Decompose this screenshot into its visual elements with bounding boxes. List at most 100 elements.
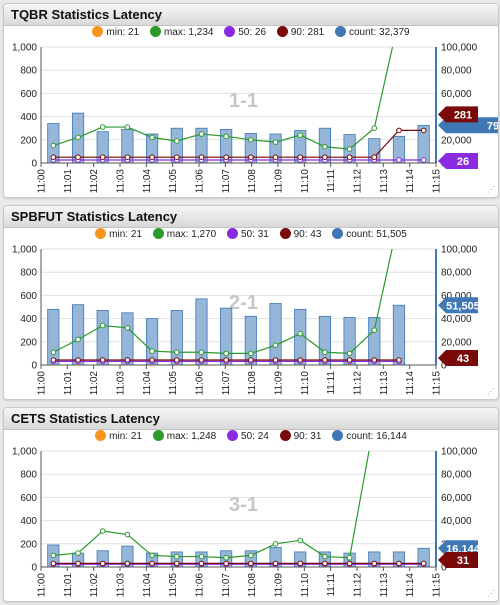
p90-flag bbox=[438, 552, 478, 568]
p90-series-point bbox=[173, 357, 180, 363]
p90-series-point bbox=[173, 154, 180, 160]
max-series-point bbox=[223, 350, 229, 357]
count-bar bbox=[195, 298, 208, 365]
count-bar bbox=[121, 312, 134, 365]
x-tick-label: 11:12 bbox=[353, 169, 364, 194]
x-tick-label: 11:10 bbox=[300, 169, 311, 194]
legend-label: 90: 31 bbox=[293, 431, 322, 442]
count-bar bbox=[269, 303, 282, 365]
max-series-point bbox=[346, 350, 353, 357]
max-series-point bbox=[50, 142, 57, 149]
y2-tick-label: 0 bbox=[441, 361, 447, 372]
p50-series-point bbox=[420, 157, 427, 163]
max-series-point bbox=[75, 336, 81, 343]
max-series-point bbox=[75, 550, 81, 556]
legend-item-p50[interactable]: 50: 24 bbox=[227, 430, 269, 442]
count-bar bbox=[294, 308, 307, 365]
x-tick-label: 11:03 bbox=[116, 573, 127, 598]
legend-label: min: 21 bbox=[109, 431, 142, 442]
p90-series-point bbox=[99, 154, 106, 160]
legend-item-p90[interactable]: 90: 31 bbox=[279, 430, 322, 442]
y-tick-label: 0 bbox=[31, 361, 37, 372]
panel-titlebar: CETS Statistics Latency bbox=[4, 408, 498, 430]
x-tick-label: 11:15 bbox=[432, 573, 443, 598]
resize-handle-icon[interactable]: ⋰ bbox=[487, 589, 495, 598]
legend-label: max: 1,234 bbox=[163, 27, 214, 38]
max-series-point bbox=[223, 554, 229, 561]
chart-panel-tqbr: TQBR Statistics Latency min: 21 max: 1,2… bbox=[3, 3, 499, 198]
resize-handle-icon[interactable]: ⋰ bbox=[487, 387, 495, 396]
legend-swatch-icon bbox=[224, 26, 236, 37]
x-tick-label: 11:13 bbox=[379, 573, 390, 598]
p90-flag-label: 281 bbox=[454, 109, 472, 121]
x-tick-label: 11:07 bbox=[221, 169, 232, 194]
legend-label: 90: 43 bbox=[293, 229, 322, 240]
legend-item-min[interactable]: min: 21 bbox=[95, 228, 142, 240]
chart-title: TQBR Statistics Latency bbox=[11, 7, 162, 22]
p90-series-point bbox=[346, 154, 353, 160]
legend-item-p90[interactable]: 90: 281 bbox=[276, 26, 324, 38]
legend-item-p50[interactable]: 50: 26 bbox=[224, 26, 266, 38]
p90-series-point bbox=[272, 154, 279, 160]
p90-series-point bbox=[346, 560, 353, 567]
legend-item-count[interactable]: count: 51,505 bbox=[332, 228, 407, 240]
p90-flag bbox=[438, 350, 478, 366]
y2-tick-label: 100,000 bbox=[441, 447, 478, 458]
max-series-point bbox=[99, 528, 106, 534]
y-tick-label: 0 bbox=[31, 563, 37, 574]
max-series-point bbox=[50, 349, 57, 356]
p50-flag bbox=[438, 153, 478, 169]
y-tick-label: 800 bbox=[20, 66, 37, 77]
count-flag-label: 79 bbox=[487, 120, 498, 132]
x-tick-label: 11:07 bbox=[221, 573, 232, 598]
x-tick-label: 11:09 bbox=[274, 371, 285, 396]
y2-tick-label: 20,000 bbox=[441, 135, 472, 146]
max-series-point bbox=[248, 350, 254, 357]
y-tick-label: 1,000 bbox=[12, 447, 37, 458]
chart-panel-spbfut: SPBFUT Statistics Latency min: 21 max: 1… bbox=[3, 205, 499, 400]
legend-item-max[interactable]: max: 1,270 bbox=[152, 228, 216, 240]
legend-item-max[interactable]: max: 1,248 bbox=[152, 430, 216, 442]
count-bar bbox=[244, 315, 257, 365]
legend-label: count: 32,379 bbox=[348, 27, 410, 38]
legend-item-count[interactable]: count: 16,144 bbox=[332, 430, 407, 442]
x-tick-label: 11:05 bbox=[168, 573, 179, 598]
legend-swatch-icon bbox=[276, 26, 288, 37]
legend-swatch-icon bbox=[95, 228, 107, 239]
x-tick-label: 11:11 bbox=[326, 573, 337, 597]
y-tick-label: 1,000 bbox=[12, 245, 37, 256]
x-tick-label: 11:10 bbox=[300, 573, 311, 598]
max-series-point bbox=[297, 537, 304, 544]
max-series-point bbox=[173, 349, 180, 356]
x-tick-label: 11:00 bbox=[37, 573, 48, 598]
chart-plot-area: 0 200 400 600 800 1,000 0 20,000 40,000 60,000 80,… bbox=[12, 245, 480, 396]
p90-series-point bbox=[198, 154, 205, 160]
chart-legend: min: 21 max: 1,248 50: 24 90: 31 count: … bbox=[4, 430, 498, 446]
count-bar bbox=[146, 318, 159, 365]
legend-item-max[interactable]: max: 1,234 bbox=[149, 26, 214, 38]
y-tick-label: 1,000 bbox=[12, 43, 37, 54]
x-tick-label: 11:13 bbox=[379, 371, 390, 396]
p90-series-point bbox=[99, 357, 106, 363]
legend-item-min[interactable]: min: 21 bbox=[92, 26, 139, 38]
max-series-point bbox=[124, 325, 131, 331]
legend-item-p90[interactable]: 90: 43 bbox=[279, 228, 322, 240]
x-tick-label: 11:04 bbox=[142, 371, 153, 396]
chart-watermark: 2-1 bbox=[229, 292, 258, 314]
max-series-point bbox=[99, 322, 106, 329]
count-bar bbox=[244, 550, 257, 567]
y-tick-label: 200 bbox=[20, 539, 37, 550]
y-tick-label: 200 bbox=[20, 135, 37, 146]
legend-label: 50: 26 bbox=[238, 27, 267, 38]
legend-item-min[interactable]: min: 21 bbox=[95, 430, 142, 442]
x-tick-label: 11:11 bbox=[326, 371, 337, 395]
resize-handle-icon[interactable]: ⋰ bbox=[487, 185, 495, 194]
chart-title: SPBFUT Statistics Latency bbox=[11, 209, 178, 224]
count-bar bbox=[417, 124, 430, 163]
x-tick-label: 11:09 bbox=[274, 573, 285, 598]
x-tick-label: 11:09 bbox=[274, 169, 285, 194]
count-bar bbox=[343, 317, 356, 365]
y-tick-label: 0 bbox=[31, 159, 37, 170]
legend-item-p50[interactable]: 50: 31 bbox=[227, 228, 269, 240]
legend-item-count[interactable]: count: 32,379 bbox=[334, 26, 410, 38]
